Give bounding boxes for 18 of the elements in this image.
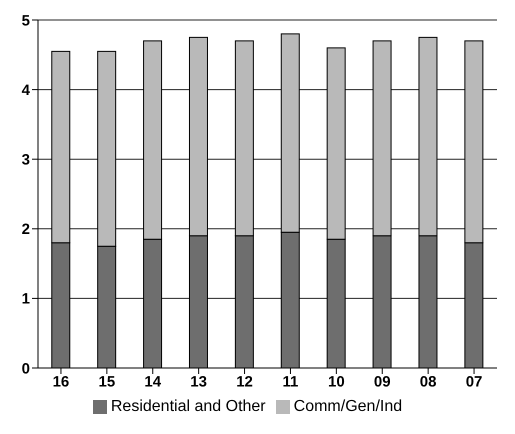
y-tick-label: 2 — [22, 221, 30, 238]
x-tick-label: 15 — [98, 374, 116, 391]
legend-label: Comm/Gen/Ind — [294, 398, 402, 415]
x-tick-label: 13 — [190, 374, 207, 391]
x-tick-label: 07 — [466, 374, 482, 391]
x-tick-label: 16 — [52, 374, 70, 391]
y-tick-label: 4 — [22, 82, 31, 99]
x-tick-label: 10 — [328, 374, 345, 391]
x-tick-label: 11 — [282, 374, 298, 391]
y-tick-label: 0 — [22, 360, 30, 378]
y-tick-label: 3 — [22, 152, 30, 169]
x-tick-label: 14 — [144, 374, 162, 391]
x-tick-label: 09 — [374, 374, 391, 391]
y-tick-label: 1 — [22, 290, 30, 308]
legend-label: Residential and Other — [110, 398, 266, 415]
x-tick-label: 08 — [420, 374, 436, 391]
y-tick-label: 5 — [22, 12, 30, 30]
x-tick-label: 12 — [236, 374, 253, 391]
